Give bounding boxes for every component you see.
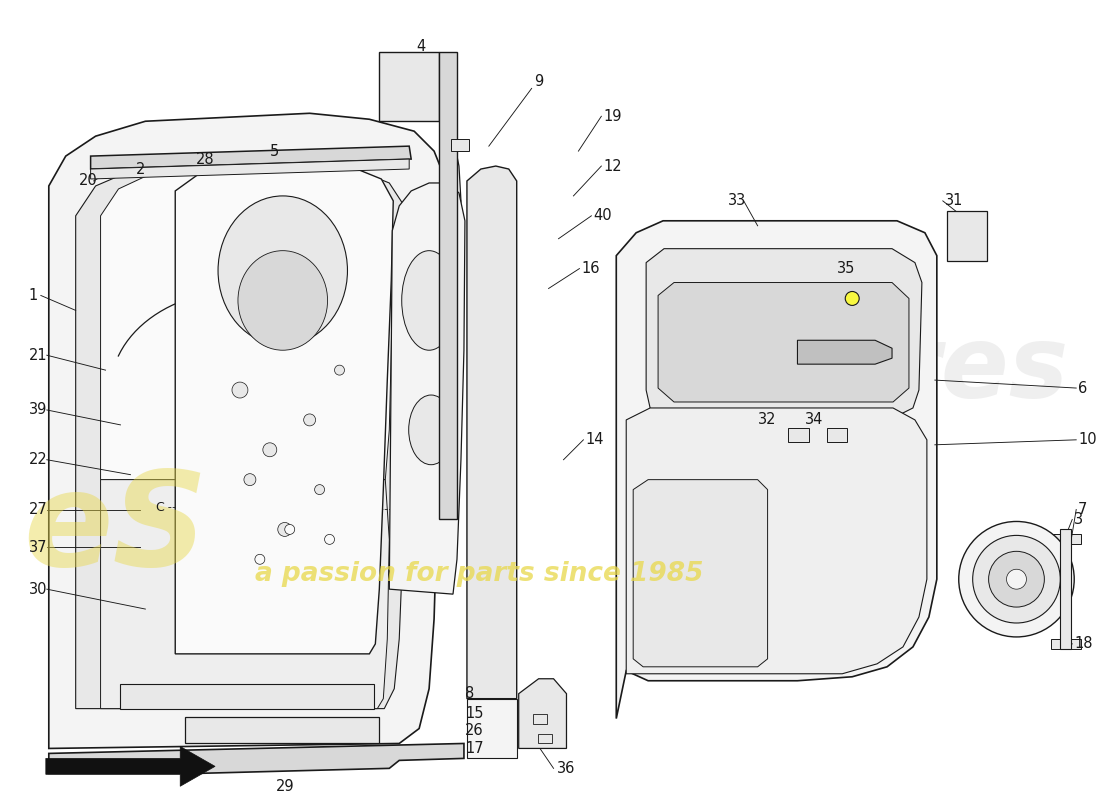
- Polygon shape: [48, 114, 444, 749]
- Circle shape: [244, 474, 256, 486]
- Text: 29: 29: [275, 778, 294, 794]
- Text: 12: 12: [603, 158, 622, 174]
- Polygon shape: [379, 51, 439, 122]
- Text: 9: 9: [534, 74, 543, 89]
- Polygon shape: [658, 282, 909, 402]
- Text: 39: 39: [29, 402, 47, 418]
- Text: 4: 4: [417, 39, 426, 54]
- Text: 37: 37: [29, 540, 47, 555]
- Text: 40: 40: [593, 208, 612, 223]
- Polygon shape: [634, 480, 768, 667]
- Text: 10: 10: [1078, 432, 1097, 447]
- Circle shape: [334, 365, 344, 375]
- Text: 30: 30: [29, 582, 47, 597]
- Polygon shape: [519, 678, 566, 749]
- Text: 15: 15: [465, 706, 483, 721]
- Polygon shape: [798, 340, 892, 364]
- Text: 27: 27: [29, 502, 47, 517]
- Text: 3: 3: [1075, 512, 1084, 527]
- Text: 36: 36: [557, 761, 575, 776]
- Text: 35: 35: [837, 261, 856, 276]
- Circle shape: [304, 414, 316, 426]
- Bar: [451, 139, 469, 151]
- Polygon shape: [1060, 530, 1071, 649]
- Text: 18: 18: [1075, 637, 1092, 651]
- Bar: [532, 714, 547, 723]
- Text: 22: 22: [29, 452, 47, 467]
- Polygon shape: [616, 221, 937, 718]
- Circle shape: [232, 382, 248, 398]
- Text: 2: 2: [135, 162, 145, 177]
- Text: 6: 6: [1078, 381, 1088, 395]
- Circle shape: [989, 551, 1044, 607]
- Text: ares: ares: [825, 322, 1069, 418]
- Text: 34: 34: [805, 413, 824, 427]
- Circle shape: [845, 291, 859, 306]
- Polygon shape: [46, 746, 216, 786]
- Ellipse shape: [238, 250, 328, 350]
- Polygon shape: [466, 166, 517, 698]
- Text: 14: 14: [585, 432, 604, 447]
- Circle shape: [255, 554, 265, 564]
- Text: eS: eS: [23, 466, 208, 593]
- Polygon shape: [100, 167, 394, 480]
- Polygon shape: [100, 480, 389, 709]
- Text: 16: 16: [582, 261, 600, 276]
- Text: 26: 26: [465, 723, 484, 738]
- Bar: [827, 428, 847, 442]
- Text: a passion for parts since 1985: a passion for parts since 1985: [254, 562, 703, 587]
- Ellipse shape: [409, 395, 453, 465]
- Polygon shape: [646, 249, 922, 418]
- Bar: [538, 734, 551, 743]
- Ellipse shape: [218, 196, 348, 346]
- Text: C: C: [155, 501, 164, 514]
- Text: 31: 31: [945, 194, 964, 208]
- Text: 19: 19: [603, 109, 622, 124]
- Polygon shape: [1052, 534, 1081, 544]
- Circle shape: [972, 535, 1060, 623]
- Polygon shape: [466, 698, 517, 758]
- Text: 1: 1: [29, 288, 38, 303]
- Bar: [788, 428, 810, 442]
- Text: 28: 28: [196, 151, 214, 166]
- Circle shape: [315, 485, 324, 494]
- Ellipse shape: [402, 250, 456, 350]
- Polygon shape: [90, 146, 411, 169]
- Circle shape: [278, 522, 292, 536]
- Circle shape: [324, 534, 334, 544]
- Text: 7: 7: [1078, 502, 1088, 517]
- Circle shape: [1006, 570, 1026, 589]
- Text: 32: 32: [758, 413, 777, 427]
- Text: 5: 5: [270, 144, 279, 158]
- Polygon shape: [185, 717, 380, 743]
- Polygon shape: [947, 211, 987, 261]
- Text: 21: 21: [29, 348, 47, 362]
- Text: 17: 17: [465, 741, 484, 756]
- Circle shape: [263, 443, 277, 457]
- Circle shape: [959, 522, 1075, 637]
- Polygon shape: [1052, 639, 1081, 649]
- Circle shape: [285, 525, 295, 534]
- Polygon shape: [626, 408, 927, 674]
- Polygon shape: [90, 159, 409, 179]
- Polygon shape: [48, 743, 464, 774]
- Polygon shape: [389, 183, 465, 594]
- Text: 33: 33: [728, 194, 746, 208]
- Polygon shape: [76, 163, 407, 709]
- Text: 20: 20: [79, 174, 98, 189]
- Text: 8: 8: [465, 686, 474, 701]
- Polygon shape: [175, 166, 394, 654]
- Polygon shape: [439, 51, 456, 519]
- Polygon shape: [121, 684, 374, 709]
